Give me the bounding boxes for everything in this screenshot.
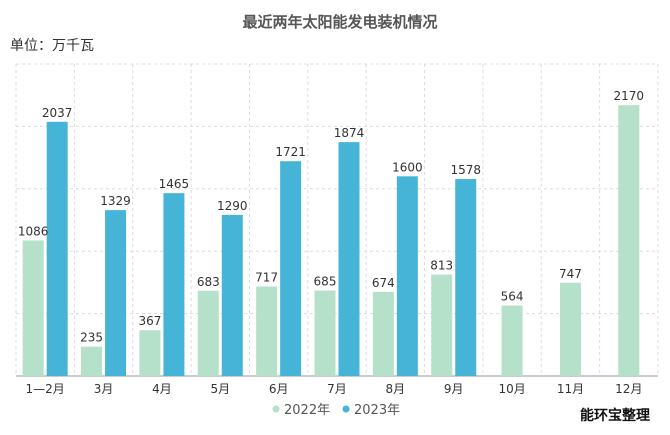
data-label-2022-3: 367: [138, 314, 161, 328]
bar-2022-10: [559, 282, 581, 376]
bar-2022-2: [81, 346, 103, 376]
legend: 2022年 2023年: [272, 403, 400, 418]
x-tick-label-6: 7月: [327, 382, 347, 396]
x-tick-label-1: 1—2月: [26, 382, 65, 396]
bar-2023-1: [46, 121, 68, 376]
data-label-2023-6: 1874: [334, 126, 365, 140]
bar-2022-9: [501, 305, 523, 376]
unit-label: 单位：万千瓦: [10, 38, 94, 54]
legend-label-2: 2023年: [354, 403, 400, 418]
bar-2022-4: [197, 290, 219, 376]
data-label-2022-2: 235: [80, 331, 103, 345]
bar-2023-4: [221, 215, 243, 376]
data-label-2022-5: 717: [255, 271, 278, 285]
legend-label-1: 2022年: [284, 403, 330, 418]
data-label-2022-4: 683: [197, 275, 220, 289]
data-label-2022-8: 813: [430, 259, 453, 273]
data-label-2023-1: 2037: [42, 106, 73, 120]
data-label-2023-4: 1290: [217, 199, 248, 213]
x-tick-label-7: 8月: [386, 382, 406, 396]
legend-marker-1: [272, 405, 280, 413]
legend-marker-2: [342, 405, 350, 413]
x-tick-label-3: 4月: [152, 382, 172, 396]
bar-2023-2: [105, 210, 127, 376]
data-label-2022-7: 674: [372, 276, 395, 290]
bar-2022-7: [372, 291, 394, 376]
data-label-2022-11: 2170: [614, 89, 645, 103]
x-tick-label-2: 3月: [94, 382, 114, 396]
data-label-2023-3: 1465: [159, 177, 190, 191]
data-label-2022-6: 685: [314, 275, 337, 289]
bar-2023-5: [280, 161, 302, 376]
x-tick-label-10: 11月: [557, 382, 584, 396]
data-label-2022-1: 1086: [18, 224, 49, 238]
bar-2023-7: [396, 176, 418, 376]
x-tick-label-8: 9月: [444, 382, 464, 396]
bars: [22, 105, 640, 377]
data-label-2023-8: 1578: [450, 163, 481, 177]
data-label-2023-5: 1721: [275, 145, 306, 159]
source-note: 能环宝整理: [580, 407, 650, 424]
chart-title: 最近两年太阳能发电装机情况: [242, 13, 437, 31]
bar-2022-11: [618, 105, 640, 377]
data-labels: 1086 2037 235 1329 367 1465 683 1290 717 1721 685 1…: [18, 89, 644, 344]
bar-2022-8: [431, 274, 453, 376]
x-tick-label-9: 10月: [498, 382, 525, 396]
bar-2023-3: [163, 193, 185, 376]
x-tick-label-5: 6月: [269, 382, 289, 396]
data-label-2023-2: 1329: [100, 194, 131, 208]
bar-2022-5: [256, 286, 278, 376]
bar-2023-6: [338, 142, 360, 376]
x-tick-label-11: 12月: [615, 382, 642, 396]
bar-2022-6: [314, 290, 336, 376]
bar-2022-1: [22, 240, 44, 376]
bar-2023-8: [455, 179, 477, 376]
x-tick-label-4: 5月: [210, 382, 230, 396]
x-axis-ticks: 1—2月 3月 4月 5月 6月 7月 8月 9月 10月 11月 12月: [26, 382, 643, 396]
data-label-2022-9: 564: [501, 290, 524, 304]
data-label-2022-10: 747: [559, 267, 582, 281]
bar-2022-3: [139, 330, 161, 376]
data-label-2023-7: 1600: [392, 160, 423, 174]
